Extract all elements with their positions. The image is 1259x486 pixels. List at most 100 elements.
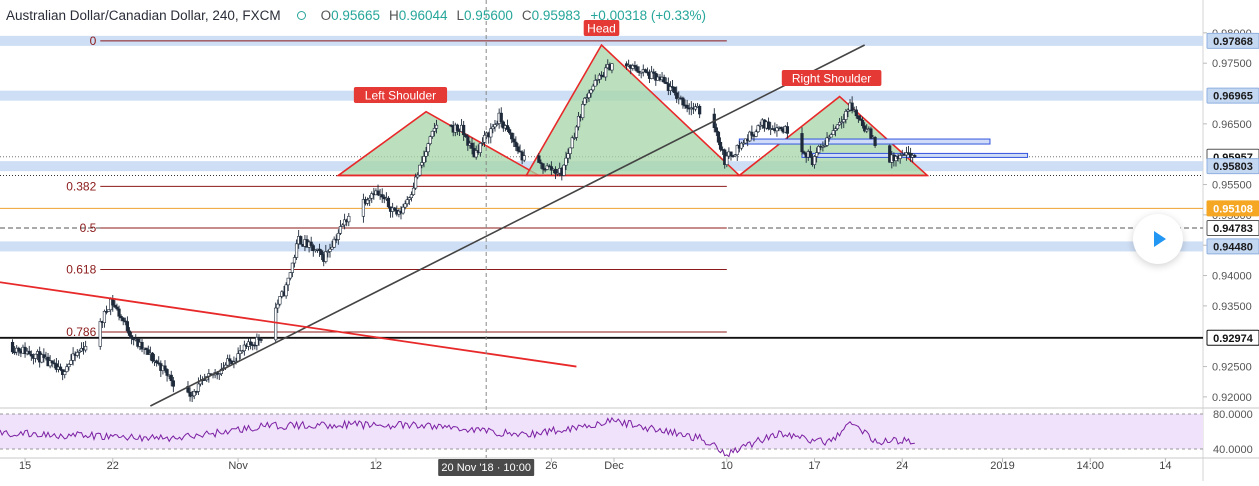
candle-body bbox=[278, 296, 282, 305]
candle bbox=[581, 100, 585, 121]
price-label-bg bbox=[1206, 32, 1259, 49]
candle-body bbox=[259, 339, 263, 341]
candle bbox=[516, 143, 520, 154]
candle bbox=[284, 282, 288, 299]
candle-body bbox=[635, 66, 639, 72]
candle bbox=[299, 235, 303, 245]
fib-label: 0 bbox=[90, 34, 97, 48]
candle-body bbox=[633, 65, 637, 67]
price-label-bg bbox=[1206, 220, 1259, 237]
candle-body bbox=[462, 124, 466, 136]
candle bbox=[729, 151, 733, 161]
candle-body bbox=[403, 203, 407, 208]
candle bbox=[40, 352, 44, 364]
candle-body bbox=[714, 127, 718, 133]
candle-body bbox=[466, 136, 470, 146]
candle bbox=[597, 72, 602, 84]
price-label: 0.97868 bbox=[1206, 32, 1259, 49]
candle-body bbox=[150, 352, 155, 362]
candle bbox=[403, 200, 407, 210]
candle bbox=[474, 145, 478, 160]
candle-body bbox=[71, 353, 75, 361]
candle-body bbox=[107, 309, 111, 312]
candle bbox=[196, 377, 201, 395]
candle bbox=[725, 151, 729, 168]
candle-body bbox=[424, 151, 428, 157]
candle-body bbox=[370, 193, 374, 199]
candle bbox=[587, 89, 591, 103]
head-label-bg bbox=[583, 20, 620, 36]
candle bbox=[129, 332, 134, 345]
candle-body bbox=[236, 353, 240, 362]
candle bbox=[672, 86, 677, 96]
candle bbox=[393, 207, 397, 212]
close-value: 0.95983 bbox=[531, 7, 581, 23]
candle-body bbox=[288, 272, 292, 279]
candle-body bbox=[685, 104, 689, 109]
candle bbox=[276, 299, 280, 313]
candle bbox=[775, 124, 779, 137]
candle bbox=[854, 106, 858, 119]
candle-body bbox=[595, 79, 599, 81]
candle bbox=[71, 347, 75, 366]
candle-body bbox=[155, 360, 159, 364]
candle-body bbox=[512, 138, 516, 143]
candle-body bbox=[729, 151, 733, 157]
candles bbox=[10, 59, 917, 403]
candle-body bbox=[320, 250, 324, 256]
candle-body bbox=[165, 369, 169, 376]
candle bbox=[812, 155, 817, 169]
candle-body bbox=[505, 125, 510, 130]
time-tick-label: 22 bbox=[107, 460, 119, 472]
candle bbox=[67, 363, 71, 371]
candle bbox=[259, 338, 263, 344]
time-tick-label: 15 bbox=[19, 460, 31, 472]
candle bbox=[589, 88, 593, 98]
time-tick-label: Dec bbox=[604, 460, 624, 472]
candle bbox=[604, 64, 608, 81]
price-label: 0.95108 bbox=[1206, 200, 1259, 217]
candle bbox=[735, 144, 739, 161]
candle bbox=[249, 338, 253, 350]
candle bbox=[33, 353, 38, 363]
candle bbox=[754, 129, 758, 138]
candle bbox=[144, 347, 148, 355]
candle-body bbox=[888, 145, 892, 163]
candle bbox=[817, 144, 821, 155]
price-tick-label: 0.92000 bbox=[1212, 392, 1252, 404]
candle-body bbox=[194, 391, 198, 393]
candle-body bbox=[368, 197, 372, 201]
price-label-bg bbox=[1206, 158, 1259, 175]
candle-body bbox=[17, 347, 21, 352]
candle bbox=[125, 316, 130, 334]
candle bbox=[733, 153, 737, 157]
candle-body bbox=[464, 134, 468, 137]
right-shoulder-label-bg bbox=[781, 70, 882, 86]
candle-body bbox=[650, 71, 654, 79]
replay-button[interactable] bbox=[1133, 214, 1183, 264]
candle bbox=[716, 130, 721, 146]
candle-body bbox=[432, 128, 437, 132]
candle-body bbox=[336, 232, 340, 240]
candle bbox=[98, 318, 102, 350]
candle-body bbox=[581, 104, 585, 118]
candle bbox=[664, 77, 668, 85]
candle-body bbox=[226, 358, 230, 366]
candle-body bbox=[499, 112, 503, 123]
fib-label: 0.618 bbox=[66, 262, 96, 276]
candle-body bbox=[741, 142, 746, 145]
price-tick-label: 0.95500 bbox=[1212, 180, 1252, 192]
candle bbox=[512, 132, 516, 147]
candle bbox=[698, 104, 702, 119]
candle-body bbox=[842, 119, 846, 123]
candle bbox=[539, 159, 543, 169]
candle bbox=[482, 130, 487, 147]
candle-body bbox=[50, 360, 54, 364]
candle bbox=[192, 389, 196, 400]
candle-body bbox=[750, 131, 754, 136]
fib-label: 0.786 bbox=[66, 325, 96, 339]
candle bbox=[685, 99, 689, 113]
candle-body bbox=[549, 166, 553, 171]
